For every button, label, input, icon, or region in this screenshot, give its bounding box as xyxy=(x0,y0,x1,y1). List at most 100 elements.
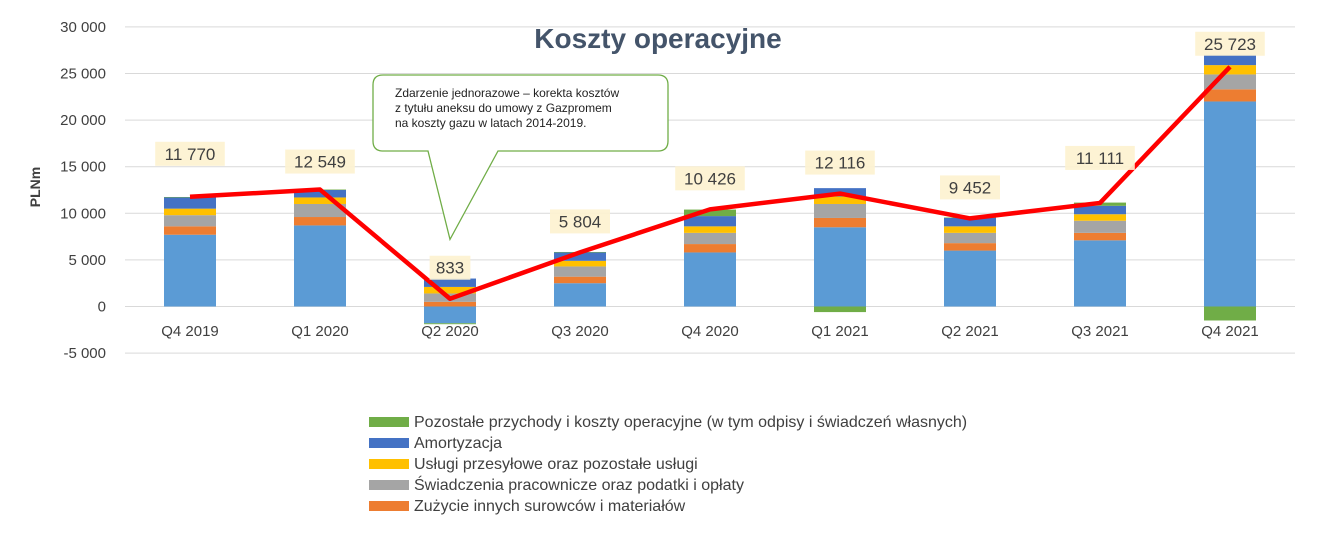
total-label-box xyxy=(1195,31,1265,56)
legend: Pozostałe przychody i koszty operacyjne … xyxy=(369,414,967,515)
bar-segment-other xyxy=(814,306,866,313)
total-label: 833 xyxy=(436,259,464,278)
bar-segment-other xyxy=(164,196,216,198)
bar-segment-gas xyxy=(1074,240,1126,307)
bar-segment-materials xyxy=(1074,232,1126,241)
bar-segment-gas xyxy=(944,250,996,307)
bar-segment-materials xyxy=(164,226,216,235)
total-label: 25 723 xyxy=(1204,35,1256,54)
x-tick-label: Q1 2020 xyxy=(291,323,349,340)
y-tick-label: 15 000 xyxy=(60,159,106,176)
callout-box xyxy=(372,74,669,242)
legend-label-materials: Zużycie innych surowców i materiałów xyxy=(414,498,686,515)
total-label-box xyxy=(155,141,225,166)
legend-label-other: Pozostałe przychody i koszty operacyjne … xyxy=(414,414,967,431)
x-axis-ticks: Q4 2019 Q1 2020 Q2 2020 Q3 2020 Q4 2020 Q1 20… xyxy=(161,323,1259,340)
callout-text-line: na koszty gazu w latach 2014-2019. xyxy=(395,116,586,130)
total-label: 9 452 xyxy=(949,178,992,197)
bar-segment-gas xyxy=(814,227,866,307)
y-axis-ticks: -5 000 0 5 000 10 000 15 000 20 000 25 000 30 0… xyxy=(60,19,106,362)
total-label-box xyxy=(675,166,745,191)
x-tick-label: Q2 2021 xyxy=(941,323,999,340)
legend-label-depreciation: Amortyzacja xyxy=(414,435,502,452)
total-labels: 11 770 12 549 833 5 804 10 426 12 116 9 452 11 … xyxy=(155,31,1265,280)
legend-swatch-depreciation xyxy=(369,438,409,448)
legend-swatch-employee xyxy=(369,480,409,490)
bar-segment-transmission xyxy=(554,260,606,267)
y-tick-label: 0 xyxy=(98,299,106,316)
bar-segment-transmission xyxy=(1074,214,1126,221)
bar-segment-transmission xyxy=(684,226,736,233)
bar-segment-employee xyxy=(554,266,606,277)
y-tick-label: 30 000 xyxy=(60,19,106,36)
total-label-box xyxy=(429,255,471,280)
legend-swatch-materials xyxy=(369,501,409,511)
bar-segment-materials xyxy=(944,243,996,251)
x-tick-label: Q3 2020 xyxy=(551,323,609,340)
bar-segment-transmission xyxy=(164,208,216,216)
total-label: 11 770 xyxy=(165,145,216,164)
bar-segment-other xyxy=(424,323,476,325)
bar-segment-depreciation xyxy=(944,217,996,227)
y-tick-label: -5 000 xyxy=(63,345,106,362)
bar-segment-gas xyxy=(424,306,476,324)
y-axis-label: PLNm xyxy=(27,167,43,207)
bar-segment-depreciation xyxy=(294,190,346,198)
x-tick-label: Q4 2019 xyxy=(161,323,219,340)
x-tick-label: Q3 2021 xyxy=(1071,323,1129,340)
total-label: 5 804 xyxy=(559,212,602,231)
x-tick-label: Q4 2021 xyxy=(1201,323,1259,340)
total-line-path xyxy=(189,65,1232,301)
bar-segment-materials xyxy=(814,217,866,228)
bar-segment-depreciation xyxy=(554,252,606,261)
bar-segment-other xyxy=(1204,306,1256,321)
total-label-box xyxy=(1065,145,1135,170)
bar-segment-depreciation xyxy=(1204,54,1256,66)
legend-label-employee: Świadczenia pracownicze oraz podatki i o… xyxy=(414,475,744,494)
y-tick-label: 25 000 xyxy=(60,66,106,83)
bar-segment-other xyxy=(684,209,736,217)
annotation-callout: Zdarzenie jednorazowe – korekta kosztówz… xyxy=(372,74,669,242)
total-label-box xyxy=(805,150,875,175)
total-label: 12 549 xyxy=(294,153,346,172)
total-label-box xyxy=(550,209,610,234)
bar-segment-depreciation xyxy=(424,278,476,287)
total-line xyxy=(189,65,1232,301)
bar-segment-gas xyxy=(684,252,736,307)
legend-swatch-transmission xyxy=(369,459,409,469)
callout-text-line: z tytułu aneksu do umowy z Gazpromem xyxy=(395,101,612,115)
bar-segment-employee xyxy=(164,215,216,227)
y-tick-label: 20 000 xyxy=(60,112,106,129)
bar-segment-materials xyxy=(424,301,476,307)
total-label: 11 111 xyxy=(1076,149,1124,168)
bar-segment-gas xyxy=(1204,101,1256,307)
bar-segment-materials xyxy=(1204,89,1256,102)
total-label: 10 426 xyxy=(684,169,736,188)
chart-title: Koszty operacyjne xyxy=(534,23,781,54)
bar-segment-materials xyxy=(294,217,346,226)
bar-segment-transmission xyxy=(424,286,476,294)
y-tick-label: 5 000 xyxy=(68,252,106,269)
legend-label-transmission: Usługi przesyłowe oraz pozostałe usługi xyxy=(414,456,698,473)
bar-segment-employee xyxy=(814,203,866,218)
bar-segment-materials xyxy=(684,244,736,253)
legend-swatch-other xyxy=(369,417,409,427)
bar-segment-gas xyxy=(164,234,216,307)
bar-segment-employee xyxy=(294,203,346,218)
y-tick-label: 10 000 xyxy=(60,205,106,222)
bars xyxy=(164,54,1256,325)
x-tick-label: Q4 2020 xyxy=(681,323,739,340)
bar-segment-gas xyxy=(554,283,606,307)
bar-segment-transmission xyxy=(294,197,346,204)
bar-segment-materials xyxy=(554,276,606,284)
bar-segment-employee xyxy=(944,232,996,244)
bar-segment-depreciation xyxy=(1074,205,1126,215)
total-label-box xyxy=(940,175,1000,200)
total-label-box xyxy=(285,149,355,174)
bar-segment-transmission xyxy=(944,226,996,233)
bar-segment-depreciation xyxy=(164,197,216,209)
x-tick-label: Q2 2020 xyxy=(421,323,479,340)
total-label: 12 116 xyxy=(815,154,866,173)
